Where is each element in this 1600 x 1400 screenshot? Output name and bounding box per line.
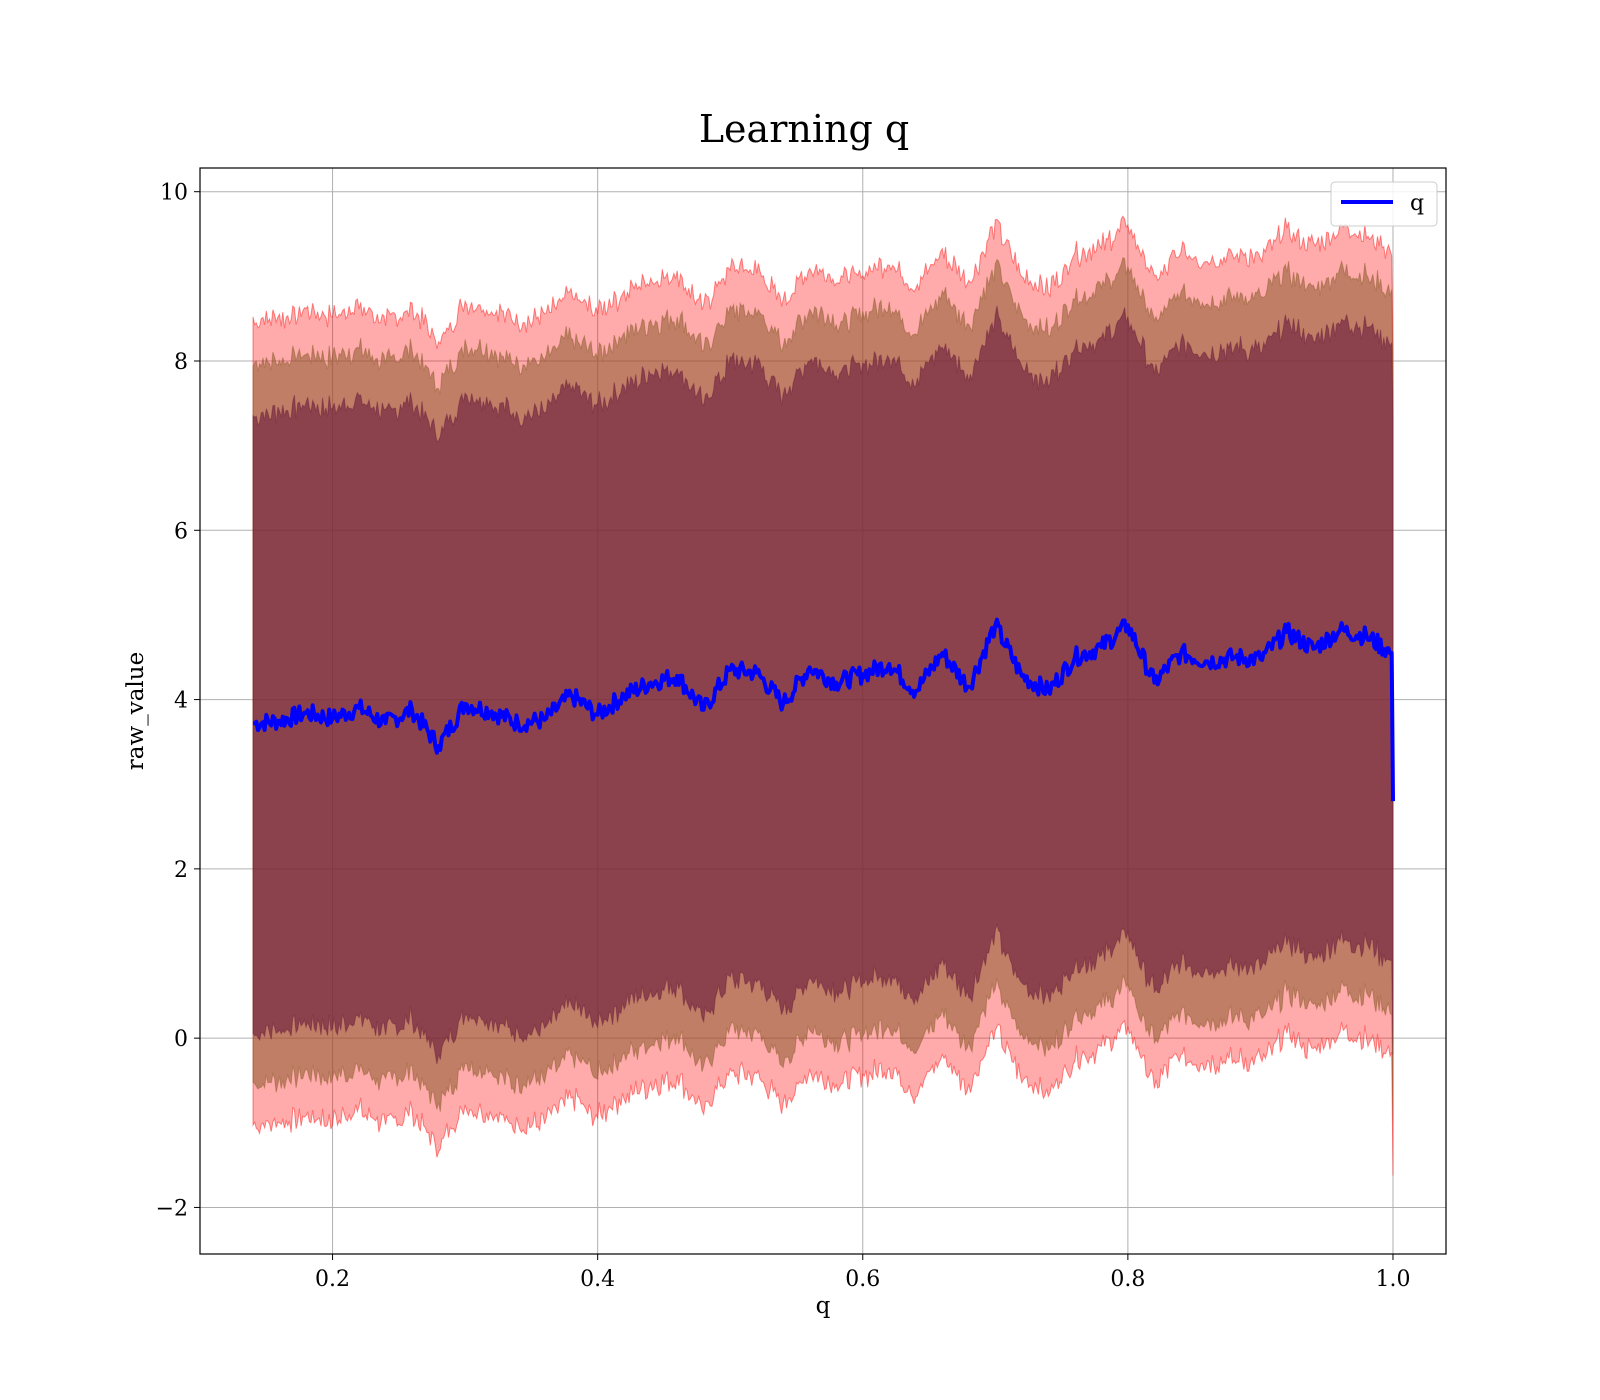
y-tick-label: 0	[174, 1027, 188, 1052]
y-tick-label: 4	[174, 689, 188, 714]
x-tick-label: 0.2	[315, 1267, 350, 1292]
x-tick-label: 0.6	[845, 1267, 880, 1292]
series-line-q	[252, 617, 1395, 802]
y-tick-label: 8	[174, 350, 188, 375]
y-tick-label: 10	[160, 181, 188, 206]
x-tick-label: 0.8	[1110, 1267, 1145, 1292]
x-axis-ticks: 0.2 0.4 0.6 0.8 1.0	[315, 1254, 1410, 1292]
y-tick-label: 6	[174, 519, 188, 544]
legend-label-q: q	[1410, 191, 1424, 216]
band-inner	[252, 305, 1394, 1065]
series-lines	[252, 617, 1395, 802]
legend: q	[1330, 181, 1438, 227]
plot-frame	[199, 167, 1447, 1255]
y-axis-ticks: −2 0 2 4 6 8 10	[156, 181, 200, 1221]
y-tick-label: −2	[156, 1196, 188, 1221]
confidence-bands	[252, 215, 1394, 1176]
chart-title: Learning q	[699, 107, 909, 151]
y-tick-label: 2	[174, 858, 188, 883]
x-axis-label: q	[816, 1293, 831, 1319]
y-axis-label: raw_value	[123, 652, 149, 770]
x-tick-label: 0.4	[580, 1267, 615, 1292]
x-tick-label: 1.0	[1375, 1267, 1410, 1292]
